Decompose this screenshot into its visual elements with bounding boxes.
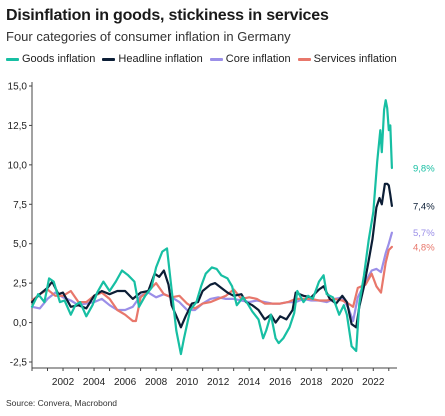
source-note: Source: Convera, Macrobond (6, 398, 118, 408)
x-tick-label: 2012 (207, 377, 230, 388)
y-tick-label: 5,0 (13, 239, 27, 250)
y-tick-label: 0,0 (13, 318, 27, 329)
y-tick-label: 15,0 (8, 82, 28, 93)
x-tick-label: 2002 (52, 377, 75, 388)
legend-label-goods: Goods inflation (22, 53, 96, 65)
x-tick-label: 2006 (114, 377, 137, 388)
x-tick-label: 2020 (331, 377, 354, 388)
x-tick-label: 2016 (269, 377, 292, 388)
legend-item-headline: Headline inflation (102, 53, 203, 65)
end-label-headline: 7,4% (413, 201, 435, 212)
y-tick-label: 12,5 (8, 121, 28, 132)
end-label-goods: 9,8% (413, 164, 435, 175)
series-line-headline (30, 182, 393, 329)
x-tick-label: 2008 (145, 377, 168, 388)
x-tick-label: 2022 (362, 377, 385, 388)
x-tick-label: 2014 (238, 377, 261, 388)
legend-item-goods: Goods inflation (6, 53, 95, 65)
y-tick-label: -2,5 (10, 358, 28, 369)
end-label-services: 4,8% (413, 242, 435, 253)
legend-swatch-core (209, 57, 223, 61)
y-tick-label: 2,5 (13, 279, 27, 290)
legend-swatch-headline (102, 57, 116, 61)
series-line-core (30, 231, 393, 323)
legend-swatch-goods (6, 57, 19, 61)
chart-title: Disinflation in goods, stickiness in ser… (6, 7, 329, 24)
legend: Goods inflation Headline inflation Core … (6, 53, 404, 65)
x-tick-label: 2018 (300, 377, 323, 388)
x-tick-label: 2004 (83, 377, 106, 388)
legend-swatch-services (297, 57, 311, 61)
legend-label-core: Core inflation (225, 53, 291, 65)
series-line-goods (30, 99, 393, 356)
legend-label-services: Services inflation (313, 53, 397, 65)
legend-item-services: Services inflation (297, 53, 397, 65)
end-label-core: 5,7% (413, 228, 435, 239)
y-tick-label: 10,0 (8, 160, 28, 171)
legend-item-core: Core inflation (209, 53, 291, 65)
y-tick-label: 7,5 (13, 200, 27, 211)
legend-label-headline: Headline inflation (118, 53, 203, 65)
x-tick-label: 2010 (176, 377, 199, 388)
chart-subtitle: Four categories of consumer inflation in… (6, 29, 291, 44)
